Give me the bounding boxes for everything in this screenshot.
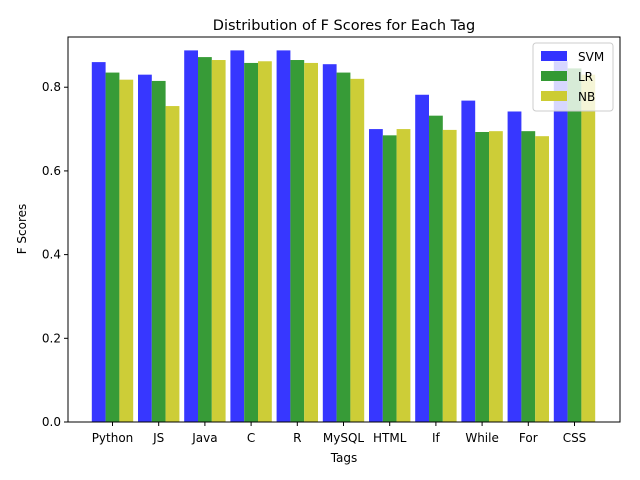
x-tick-label: For — [519, 431, 538, 445]
x-tick-label: HTML — [373, 431, 407, 445]
chart-title: Distribution of F Scores for Each Tag — [213, 18, 475, 34]
x-tick-label: C — [247, 431, 255, 445]
bar-lr-html — [382, 135, 397, 422]
bar-svm-html — [369, 129, 383, 422]
x-tick-label: While — [465, 431, 499, 445]
bar-lr-mysql — [336, 72, 351, 422]
y-tick-label: 0.6 — [42, 164, 61, 178]
bar-svm-if — [415, 94, 429, 422]
bar-nb-css — [581, 74, 596, 422]
bar-nb-java — [211, 60, 226, 423]
bar-lr-css — [567, 68, 582, 422]
bar-svm-python — [91, 62, 106, 423]
y-axis-label: F Scores — [15, 204, 29, 255]
bar-nb-mysql — [350, 78, 365, 422]
bar-svm-c — [230, 50, 245, 422]
bar-lr-c — [244, 62, 258, 422]
bar-lr-python — [105, 72, 120, 422]
y-tick-label: 0.4 — [42, 248, 61, 262]
bar-svm-for — [507, 111, 522, 423]
legend-swatch-svm — [541, 51, 567, 61]
x-tick-label: If — [432, 431, 441, 445]
bar-nb-python — [119, 79, 134, 423]
bar-lr-js — [151, 80, 166, 422]
legend: SVM LR NB — [532, 42, 614, 112]
legend-swatch-nb — [541, 91, 567, 101]
bar-nb-for — [535, 136, 549, 422]
bar-svm-java — [184, 50, 198, 422]
bar-nb-if — [442, 129, 457, 422]
legend-label-nb: NB — [578, 90, 595, 104]
bars-layer — [91, 50, 596, 423]
y-tick-label: 0.0 — [42, 415, 61, 429]
legend-label-lr: LR — [578, 70, 593, 84]
x-tick-label: Java — [191, 431, 217, 445]
x-tick-label: CSS — [563, 431, 587, 445]
bar-lr-java — [198, 57, 212, 423]
axes-layer: Python JS Java C R MySQL HTML If While For CSS 0.0 0… — [42, 36, 621, 445]
bar-nb-html — [396, 129, 411, 422]
y-tick-label: 0.2 — [42, 331, 61, 345]
y-tick-label: 0.8 — [42, 80, 61, 94]
bar-nb-while — [489, 131, 503, 422]
x-tick-label: JS — [152, 431, 164, 445]
bar-svm-js — [138, 74, 152, 422]
bar-nb-r — [304, 62, 318, 422]
bar-svm-css — [553, 61, 568, 423]
x-tick-label: Python — [92, 431, 134, 445]
bar-lr-r — [290, 60, 305, 423]
x-tick-label: R — [293, 431, 301, 445]
bar-nb-c — [258, 61, 272, 423]
bar-svm-r — [276, 50, 291, 422]
bar-svm-while — [461, 100, 476, 423]
bar-lr-for — [521, 131, 536, 422]
x-tick-label: MySQL — [323, 431, 365, 445]
bar-nb-js — [165, 106, 180, 423]
bar-svm-mysql — [322, 64, 337, 422]
bar-lr-if — [429, 115, 443, 423]
x-axis-label: Tags — [330, 451, 358, 465]
legend-label-svm: SVM — [578, 50, 604, 64]
bar-lr-while — [475, 131, 489, 423]
legend-swatch-lr — [541, 71, 567, 81]
